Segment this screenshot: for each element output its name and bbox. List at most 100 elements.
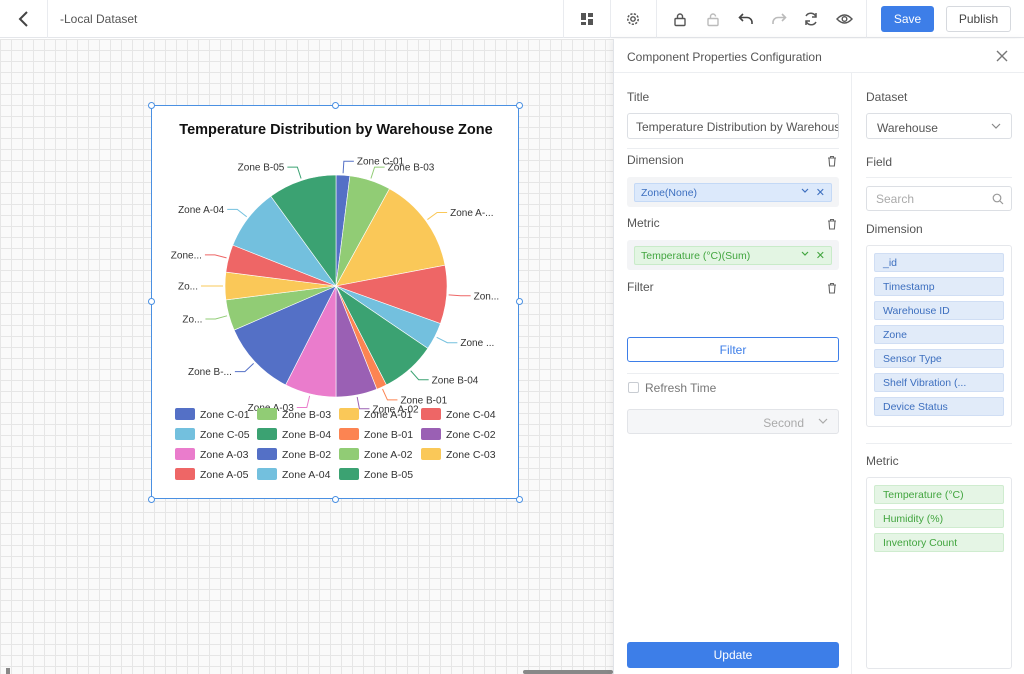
remove-icon[interactable]: ✕ — [815, 187, 825, 199]
toolbar-divider — [610, 0, 611, 38]
legend-item[interactable]: Zone C-01 — [175, 408, 250, 421]
legend-item[interactable]: Zone B-02 — [257, 448, 331, 461]
title-label: Title — [627, 90, 650, 104]
legend-label: Zone A-02 — [364, 449, 413, 461]
pie-slice[interactable] — [233, 285, 337, 386]
legend-item[interactable]: Zone B-01 — [339, 428, 413, 441]
legend-item[interactable]: Zone B-05 — [339, 468, 413, 481]
refresh-unit-select[interactable]: Second — [627, 409, 839, 434]
metric-field-item[interactable]: Humidity (%) — [874, 509, 1004, 528]
legend-label: Zone B-04 — [282, 429, 331, 441]
redo-icon[interactable] — [769, 9, 789, 29]
dataset-title: -Local Dataset — [60, 12, 138, 26]
legend-label: Zone A-05 — [200, 469, 249, 481]
dimension-field-item[interactable]: Device Status — [874, 397, 1004, 416]
refresh-icon[interactable] — [801, 9, 821, 29]
dimension-field-item[interactable]: Sensor Type — [874, 349, 1004, 368]
save-button[interactable]: Save — [881, 6, 934, 32]
legend-item[interactable]: Zone C-05 — [175, 428, 250, 441]
dimension-field-item[interactable]: Warehouse ID — [874, 301, 1004, 320]
dimension-field-item[interactable]: Shelf Vibration (... — [874, 373, 1004, 392]
field-search-input[interactable] — [876, 192, 986, 206]
undo-icon[interactable] — [736, 9, 756, 29]
dimension-tag[interactable]: Zone(None) ✕ — [634, 183, 832, 202]
trash-icon[interactable] — [826, 155, 838, 167]
resize-handle[interactable] — [148, 496, 155, 503]
resize-handle[interactable] — [516, 102, 523, 109]
filter-button[interactable]: Filter — [627, 337, 839, 362]
dimension-tag-label: Zone(None) — [641, 186, 698, 199]
legend-swatch — [175, 428, 195, 440]
resize-handle[interactable] — [516, 496, 523, 503]
chevron-down-icon[interactable] — [801, 188, 809, 194]
title-input[interactable]: Temperature Distribution by Warehouse Zo… — [627, 113, 839, 139]
dataset-select[interactable]: Warehouse — [866, 113, 1012, 139]
resize-handle[interactable] — [332, 102, 339, 109]
legend-item[interactable]: Zone C-04 — [421, 408, 496, 421]
chart-title: Temperature Distribution by Warehouse Zo… — [179, 122, 493, 138]
slice-label: Zone A-... — [450, 208, 493, 219]
legend-item[interactable]: Zone C-02 — [421, 428, 496, 441]
metric-field-list: Temperature (°C) Humidity (%) Inventory Co… — [866, 477, 1012, 669]
metric-field-item[interactable]: Inventory Count — [874, 533, 1004, 552]
metric-field-item[interactable]: Temperature (°C) — [874, 485, 1004, 504]
legend-label: Zone B-03 — [282, 409, 331, 421]
lock-icon[interactable] — [670, 9, 690, 29]
settings-icon[interactable] — [623, 9, 643, 29]
dimension-field-item[interactable]: _id — [874, 253, 1004, 272]
close-icon[interactable] — [994, 48, 1010, 64]
divider — [866, 177, 1012, 178]
divider — [627, 373, 839, 374]
slice-label-line — [370, 166, 385, 179]
layout-icon[interactable] — [577, 9, 597, 29]
resize-handle[interactable] — [148, 102, 155, 109]
refresh-time-checkbox[interactable] — [628, 382, 639, 393]
legend-item[interactable]: Zone C-03 — [421, 448, 496, 461]
chevron-down-icon[interactable] — [801, 251, 809, 257]
horizontal-scrollbar-arrow[interactable] — [6, 668, 10, 674]
update-button[interactable]: Update — [627, 642, 839, 668]
metric-drop-zone[interactable]: Temperature (°C)(Sum) ✕ — [627, 240, 839, 270]
preview-icon[interactable] — [834, 9, 854, 29]
metric-tag-label: Temperature (°C)(Sum) — [641, 249, 751, 262]
legend-item[interactable]: Zone A-04 — [257, 468, 331, 481]
metric-tag[interactable]: Temperature (°C)(Sum) ✕ — [634, 246, 832, 265]
dimension-field-item[interactable]: Timestamp — [874, 277, 1004, 296]
dimension-drop-zone[interactable]: Zone(None) ✕ — [627, 177, 839, 207]
legend-item[interactable]: Zone A-05 — [175, 468, 249, 481]
legend-label: Zone A-03 — [200, 449, 249, 461]
back-button[interactable] — [0, 0, 48, 38]
remove-icon[interactable]: ✕ — [815, 250, 825, 262]
legend-item[interactable]: Zone A-02 — [339, 448, 413, 461]
trash-icon[interactable] — [826, 218, 838, 230]
slice-label-line — [287, 166, 302, 179]
chevron-left-icon — [18, 11, 28, 27]
legend-swatch — [175, 408, 195, 420]
chart-widget[interactable]: Temperature Distribution by Warehouse Zo… — [151, 105, 519, 499]
panel-header: Component Properties Configuration — [614, 39, 1024, 73]
field-search[interactable] — [866, 186, 1012, 211]
legend-label: Zone B-02 — [282, 449, 331, 461]
legend-item[interactable]: Zone A-03 — [175, 448, 249, 461]
dimension-field-item[interactable]: Zone — [874, 325, 1004, 344]
pie-slice[interactable] — [270, 174, 337, 287]
unlock-icon[interactable] — [703, 9, 723, 29]
legend-label: Zone A-04 — [282, 469, 331, 481]
horizontal-scrollbar-thumb[interactable] — [523, 670, 613, 674]
design-canvas[interactable]: Temperature Distribution by Warehouse Zo… — [0, 39, 613, 674]
slice-label: Zone C-01 — [357, 157, 405, 168]
panel-title: Component Properties Configuration — [627, 50, 822, 64]
legend-item[interactable]: Zone B-03 — [257, 408, 331, 421]
resize-handle[interactable] — [332, 496, 339, 503]
resize-handle[interactable] — [516, 298, 523, 305]
trash-icon[interactable] — [826, 282, 838, 294]
pie-slice[interactable] — [335, 188, 446, 287]
legend-item[interactable]: Zone B-04 — [257, 428, 331, 441]
publish-button[interactable]: Publish — [946, 6, 1011, 32]
toolbar-divider — [656, 0, 657, 38]
legend-item[interactable]: Zone A-01 — [339, 408, 413, 421]
chevron-down-icon — [818, 418, 828, 424]
metric-label: Metric — [627, 216, 660, 230]
resize-handle[interactable] — [148, 298, 155, 305]
